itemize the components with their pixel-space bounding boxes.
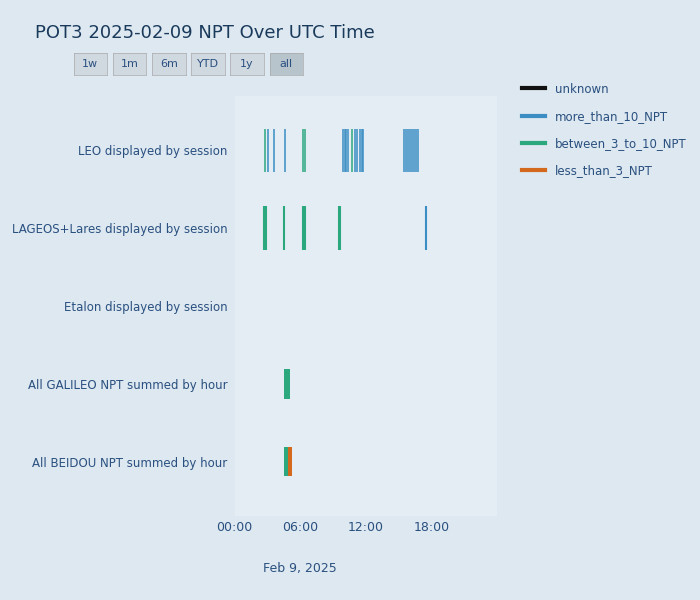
Bar xyxy=(284,447,288,476)
Text: 6m: 6m xyxy=(160,59,178,69)
Legend: unknown, more_than_10_NPT, between_3_to_10_NPT, less_than_3_NPT: unknown, more_than_10_NPT, between_3_to_… xyxy=(517,78,691,182)
Bar xyxy=(284,369,290,398)
Text: 1y: 1y xyxy=(240,59,254,69)
Text: POT3 2025-02-09 NPT Over UTC Time: POT3 2025-02-09 NPT Over UTC Time xyxy=(35,24,375,42)
Bar xyxy=(288,447,293,476)
Text: all: all xyxy=(280,59,293,69)
Text: 1w: 1w xyxy=(82,59,99,69)
Text: 1m: 1m xyxy=(120,59,139,69)
Text: YTD: YTD xyxy=(197,59,219,69)
Text: Feb 9, 2025: Feb 9, 2025 xyxy=(263,562,337,575)
